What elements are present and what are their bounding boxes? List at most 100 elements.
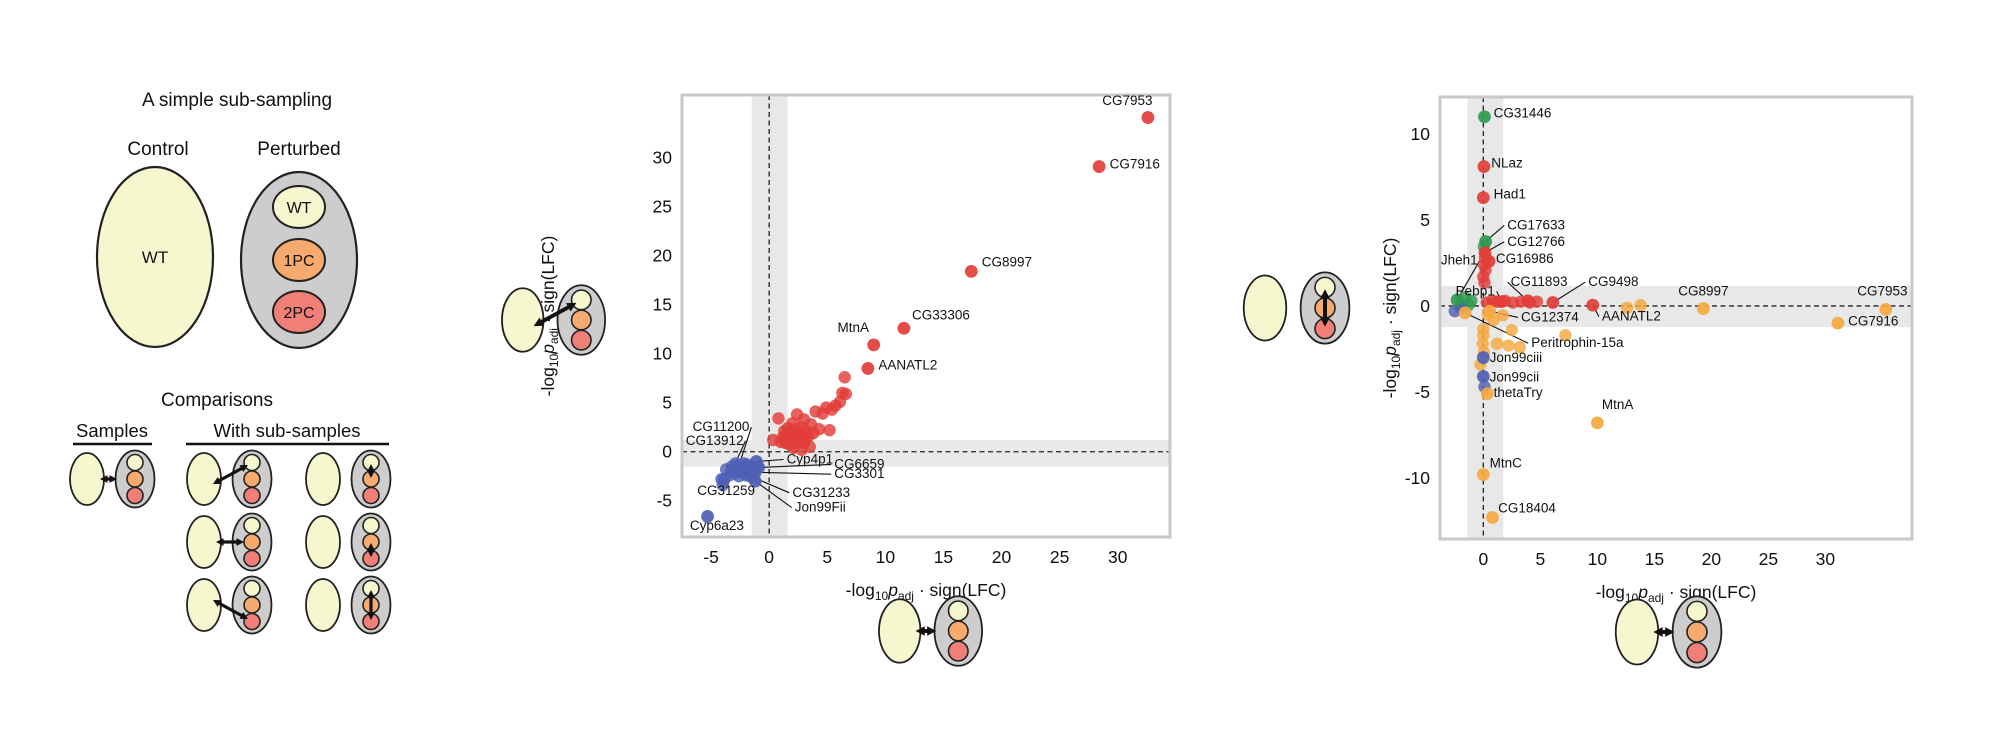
x-axis-label: -log10padj · sign(LFC) (1596, 582, 1757, 605)
gene-label: CG33306 (912, 307, 970, 322)
gene-label: CG11893 (1511, 274, 1568, 289)
points-red (767, 371, 853, 456)
comparison-icon-whole (1614, 595, 1723, 669)
gene-label: AANATL2 (878, 357, 937, 372)
horizontal-band (682, 439, 1170, 467)
volcano-wt-vs-wt-subsample: CG7953 CG7916 CG8997 CG33306 MtnA AANATL2 CG11… (501, 93, 1172, 667)
perturbed-sub-2pc (272, 290, 326, 334)
gene-label: CG18404 (1498, 500, 1556, 515)
x-tick-labels: -5 0 5 10 15 20 25 30 (703, 547, 1127, 567)
perturbed-sub-2pc-label: 2PC (283, 305, 314, 322)
gene-labels: CG7953 CG7916 CG8997 CG33306 MtnA AANATL2 CG11… (686, 93, 1160, 533)
comparison-icon-yellow-to-bottom (186, 575, 273, 635)
labeled-points (701, 111, 1155, 523)
svg-text:20: 20 (1702, 549, 1722, 569)
svg-text:15: 15 (1645, 549, 1664, 569)
svg-text:0: 0 (662, 442, 672, 462)
y-axis-label: -log10padj · sign(LFC) (1380, 238, 1403, 399)
svg-text:10: 10 (1411, 124, 1431, 144)
y-tick-labels: 10 5 0 -5 -10 (1405, 124, 1431, 488)
svg-text:-5: -5 (656, 491, 672, 511)
gene-label: thetaTry (1494, 385, 1543, 400)
svg-text:30: 30 (653, 148, 673, 168)
comparison-icon-pair-top-bot (1242, 271, 1351, 345)
svg-text:10: 10 (653, 344, 673, 364)
schematic-panel: A simple sub-sampling Control Perturbed … (69, 90, 392, 635)
svg-text:5: 5 (822, 547, 832, 567)
gene-label: Pebp1 (1456, 283, 1495, 298)
gene-label: CG16986 (1496, 251, 1554, 266)
volcano-wt-vs-2pc-subsample: CG31446 NLaz Had1 CG17633 CG12766 CG16986 Jheh… (1242, 95, 1914, 669)
y-axis-label: -log10padj · sign(LFC) (538, 236, 561, 397)
comparison-icon-pair-top-bot (305, 575, 392, 635)
svg-text:30: 30 (1816, 549, 1836, 569)
svg-text:0: 0 (1478, 549, 1488, 569)
comparison-icon-yellow-to-top (501, 284, 606, 356)
svg-text:25: 25 (653, 197, 672, 217)
comparison-icon-yellow-to-top (186, 449, 273, 509)
gene-labels: CG31446 NLaz Had1 CG17633 CG12766 CG16986 Jheh… (1441, 106, 1908, 516)
labeled-points (1450, 110, 1893, 524)
chart-wt-vs-wt-subsample: CG7953 CG7916 CG8997 CG33306 MtnA AANATL2 CG11… (501, 93, 1172, 667)
gene-label: MtnA (1602, 397, 1634, 412)
svg-text:25: 25 (1050, 547, 1069, 567)
gene-label: CG8997 (982, 255, 1032, 270)
plot-frame (1438, 95, 1914, 541)
svg-text:15: 15 (934, 547, 953, 567)
svg-text:20: 20 (653, 246, 673, 266)
gene-label: Cyp6a23 (690, 518, 744, 533)
gene-label: NLaz (1491, 156, 1523, 171)
svg-text:5: 5 (1420, 210, 1430, 230)
gene-label: Cyp4p1 (787, 451, 834, 466)
control-sample-ellipse (95, 165, 215, 349)
svg-text:0: 0 (1420, 296, 1430, 316)
svg-text:20: 20 (992, 547, 1012, 567)
gene-label: CG7916 (1848, 314, 1898, 329)
gene-label: CG12374 (1521, 309, 1579, 324)
chart-wt-vs-2pc-subsample: CG31446 NLaz Had1 CG17633 CG12766 CG16986 Jheh… (1242, 95, 1914, 669)
svg-text:-5: -5 (703, 547, 719, 567)
svg-text:5: 5 (662, 393, 672, 413)
comparison-icon-pair-mid-bot (305, 512, 392, 572)
svg-text:25: 25 (1759, 549, 1778, 569)
comparison-icon-pair-top-mid (305, 449, 392, 509)
x-axis-label: -log10padj · sign(LFC) (846, 580, 1007, 603)
svg-text:-10: -10 (1405, 468, 1431, 488)
svg-text:15: 15 (653, 295, 672, 315)
x-tick-labels: 0 5 10 15 20 25 30 (1478, 549, 1835, 569)
gene-label: MtnA (838, 320, 870, 335)
gene-label: Had1 (1494, 186, 1526, 201)
gene-label: CG11200 (693, 419, 750, 434)
gene-label: CG8997 (1678, 283, 1728, 298)
comparison-icon-whole (878, 595, 983, 667)
perturbed-sub-wt-label: WT (287, 200, 312, 217)
gene-label: AANATL2 (1602, 309, 1661, 324)
perturbed-sub-1pc-label: 1PC (283, 253, 314, 270)
gene-label: Jon99ciii (1490, 350, 1543, 365)
svg-text:10: 10 (876, 547, 896, 567)
gene-label: CG9498 (1588, 274, 1638, 289)
gene-label: Peritrophin-15a (1531, 335, 1624, 350)
gene-label: CG31446 (1494, 106, 1552, 121)
svg-text:-5: -5 (1414, 382, 1430, 402)
svg-text:30: 30 (1108, 547, 1128, 567)
comparison-icons (69, 449, 392, 635)
gene-label: CG7953 (1857, 283, 1907, 298)
svg-text:5: 5 (1535, 549, 1545, 569)
perturbed-sub-wt (272, 185, 326, 229)
comparison-icon-whole (69, 449, 156, 509)
comparison-icon-yellow-to-mid (186, 512, 273, 572)
control-label: Control (127, 139, 188, 160)
subsamples-header: With sub-samples (213, 420, 360, 441)
gene-label: MtnC (1490, 456, 1523, 471)
gene-label: Jheh1 (1441, 253, 1478, 268)
perturbed-label: Perturbed (257, 139, 340, 160)
control-sample-text: WT (142, 248, 168, 267)
gene-label: CG3301 (834, 466, 884, 481)
gene-label: CG31233 (792, 485, 850, 500)
svg-text:10: 10 (1588, 549, 1608, 569)
samples-header: Samples (76, 420, 148, 441)
gene-label: CG13912 (686, 433, 744, 448)
svg-text:0: 0 (764, 547, 774, 567)
